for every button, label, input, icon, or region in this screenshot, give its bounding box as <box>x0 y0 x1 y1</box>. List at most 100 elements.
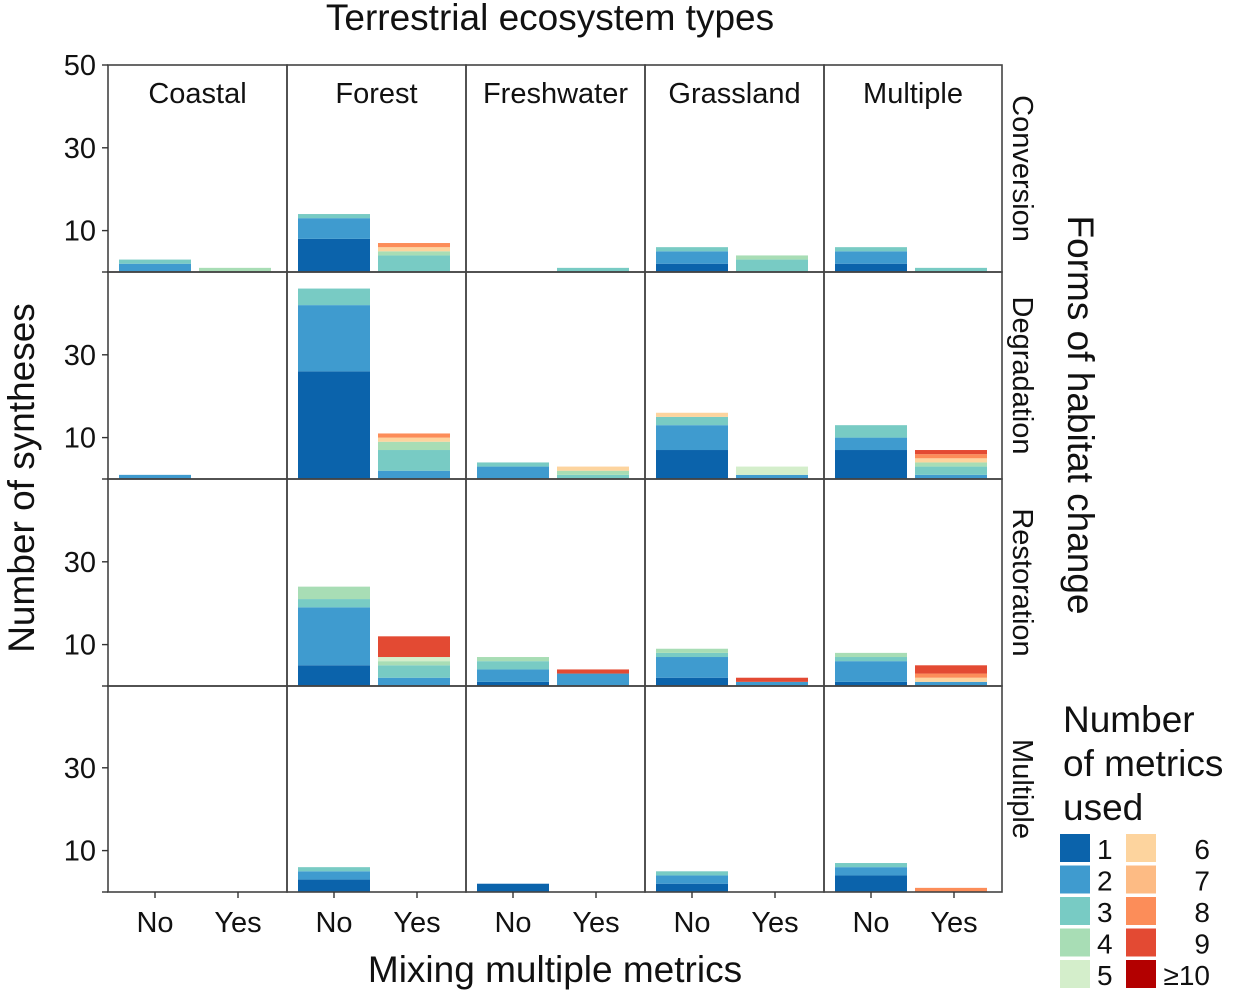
y-tick-label: 30 <box>64 133 96 165</box>
bar-segment <box>557 466 629 471</box>
bar-segment <box>298 288 370 306</box>
panel-multiple-coastal <box>107 685 288 893</box>
bar-segment <box>736 466 808 475</box>
panel-multiple-forest <box>286 685 467 893</box>
legend-swatch-6 <box>1126 834 1156 862</box>
x-tick-label: No <box>852 907 889 939</box>
bar-segment <box>915 665 987 674</box>
bar-segment <box>915 458 987 463</box>
bar-segment <box>298 218 370 239</box>
bar-segment <box>736 259 808 272</box>
row-strip-label: Restoration <box>1006 508 1038 656</box>
column-strip-label: Grassland <box>668 78 800 110</box>
bar-segment <box>199 267 271 272</box>
bar-segment <box>915 677 987 682</box>
bar-segment <box>378 247 450 252</box>
bar-segment <box>378 255 450 272</box>
bar-segment <box>378 657 450 662</box>
panel-conversion-grassland <box>644 64 825 273</box>
panel-degradation-forest <box>286 271 467 480</box>
bar-segment <box>736 681 808 686</box>
bar-segment <box>298 879 370 892</box>
bar-segment <box>915 267 987 272</box>
bar-segment <box>378 677 450 686</box>
bar-segment <box>835 247 907 252</box>
bar-segment <box>557 669 629 674</box>
y-tick-label: 10 <box>64 216 96 248</box>
bar-segment <box>835 863 907 868</box>
bar-segment <box>835 263 907 272</box>
bar-segment <box>835 652 907 658</box>
bar-segment <box>656 412 728 417</box>
legend-swatch-9 <box>1126 928 1156 957</box>
bar-segment <box>656 875 728 884</box>
bar-segment <box>119 259 191 264</box>
bar-segment <box>656 648 728 653</box>
bar-segment <box>915 450 987 455</box>
chart-title: Terrestrial ecosystem types <box>326 0 774 38</box>
bar-segment <box>835 681 907 686</box>
bar-segment <box>378 441 450 451</box>
row-strip-title: Forms of habitat change <box>1060 216 1101 615</box>
legend-title-line: of metrics <box>1063 743 1223 784</box>
bar-segment <box>835 875 907 892</box>
x-tick-label: Yes <box>751 907 798 939</box>
bar-segment <box>298 238 370 272</box>
legend-title: Number of metrics used <box>1063 699 1223 828</box>
panels-layer <box>107 64 1003 893</box>
legend-swatch-10 <box>1126 960 1156 988</box>
bar-segment <box>656 652 728 658</box>
legend-label-8: 8 <box>1194 897 1210 928</box>
bar-segment <box>557 474 629 479</box>
bar-segment <box>557 470 629 475</box>
bar-segment <box>656 425 728 451</box>
legend-label-9: 9 <box>1194 929 1210 960</box>
bar-segment <box>835 251 907 264</box>
column-strip-label: Multiple <box>863 78 963 110</box>
panel-restoration-forest <box>286 478 467 687</box>
legend-label-2: 2 <box>1097 866 1113 897</box>
bar-segment <box>298 867 370 872</box>
x-tick-label: Yes <box>393 907 440 939</box>
column-strip-label: Freshwater <box>483 78 628 110</box>
legend-label-4: 4 <box>1097 929 1113 960</box>
panel-restoration-multiple <box>823 478 1003 687</box>
row-strip-label: Degradation <box>1006 297 1038 455</box>
bar-segment <box>119 474 191 479</box>
bar-segment <box>915 474 987 479</box>
panel-conversion-multiple <box>823 64 1003 273</box>
bar-segment <box>477 883 549 892</box>
legend-swatch-4 <box>1060 928 1090 957</box>
x-tick-label: No <box>673 907 710 939</box>
panel-frame <box>286 685 467 893</box>
legend-label-6: 6 <box>1194 834 1210 865</box>
panel-degradation-freshwater <box>465 271 646 480</box>
panel-multiple-grassland <box>644 685 825 893</box>
bar-segment <box>477 466 549 479</box>
column-strip-label: Forest <box>335 78 417 110</box>
bar-segment <box>378 636 450 658</box>
panel-frame <box>107 478 288 687</box>
bar-segment <box>656 657 728 678</box>
panel-restoration-freshwater <box>465 478 646 687</box>
x-tick-label: No <box>494 907 531 939</box>
bar-segment <box>656 251 728 264</box>
bar-segment <box>477 657 549 662</box>
bar-segment <box>298 586 370 600</box>
panel-frame <box>107 271 288 480</box>
y-tick-label: 30 <box>64 547 96 579</box>
panel-frame <box>823 685 1003 893</box>
panel-degradation-multiple <box>823 271 1003 480</box>
bar-segment <box>298 665 370 686</box>
y-tick-label: 50 <box>64 50 96 82</box>
x-tick-label: Yes <box>572 907 619 939</box>
x-tick-label: No <box>136 907 173 939</box>
panel-frame <box>107 685 288 893</box>
bar-segment <box>835 425 907 438</box>
x-axis-title: Mixing multiple metrics <box>368 949 742 990</box>
bar-segment <box>915 681 987 686</box>
x-tick-label: Yes <box>930 907 977 939</box>
bar-segment <box>298 599 370 608</box>
